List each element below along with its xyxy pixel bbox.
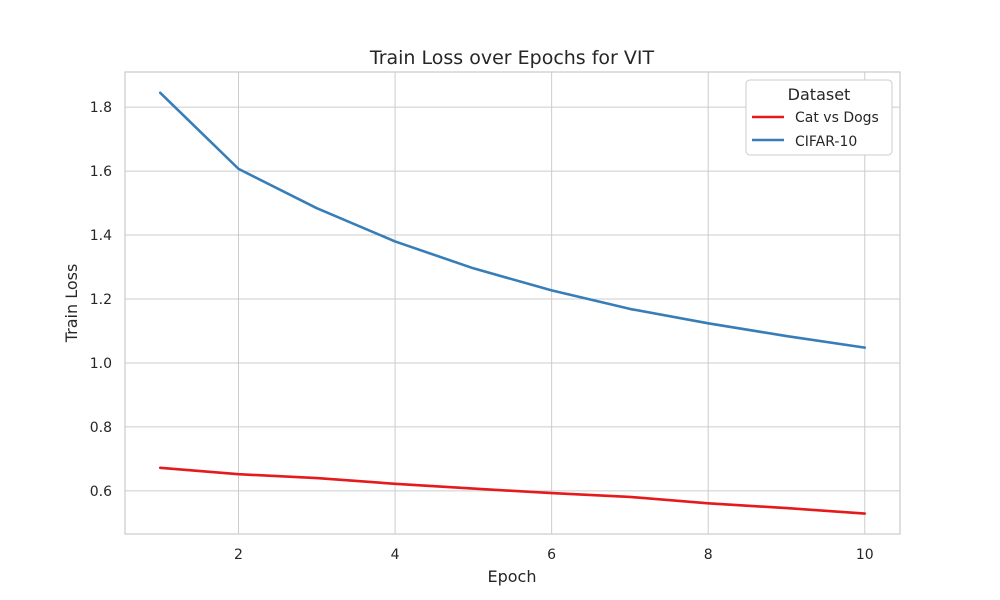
- legend-box: [745, 79, 893, 156]
- legend-label-cifar-10: CIFAR-10: [795, 134, 857, 150]
- x-tick-label: 8: [704, 547, 713, 563]
- y-tick-labels: 0.6 0.8 1.0 1.2 1.4 1.6 1.8: [90, 100, 112, 500]
- plot-area-frame: [124, 71, 901, 535]
- legend: Dataset Cat vs Dogs CIFAR-10: [745, 79, 893, 156]
- series-line-cifar-10: [158, 91, 867, 349]
- x-axis-label: Epoch: [488, 567, 537, 586]
- y-tick-label: 1.0: [90, 356, 112, 372]
- series-lines: [158, 91, 867, 515]
- y-axis-label: Train Loss: [62, 264, 81, 344]
- y-tick-label: 0.6: [90, 484, 112, 500]
- x-tick-label: 10: [856, 547, 874, 563]
- series-line-cat-vs-dogs: [158, 466, 867, 515]
- y-tick-label: 1.2: [90, 292, 112, 308]
- legend-label-cat-vs-dogs: Cat vs Dogs: [795, 110, 879, 126]
- x-tick-label: 2: [234, 547, 243, 563]
- y-tick-label: 1.8: [90, 100, 112, 116]
- y-tick-label: 1.4: [90, 228, 112, 244]
- y-tick-label: 0.8: [90, 420, 112, 436]
- y-tick-label: 1.6: [90, 164, 112, 180]
- chart-title: Train Loss over Epochs for VIT: [369, 47, 655, 69]
- x-tick-labels: 2 4 6 8 10: [234, 547, 874, 563]
- x-tick-label: 4: [391, 547, 400, 563]
- x-tick-label: 6: [547, 547, 556, 563]
- legend-title: Dataset: [788, 85, 851, 104]
